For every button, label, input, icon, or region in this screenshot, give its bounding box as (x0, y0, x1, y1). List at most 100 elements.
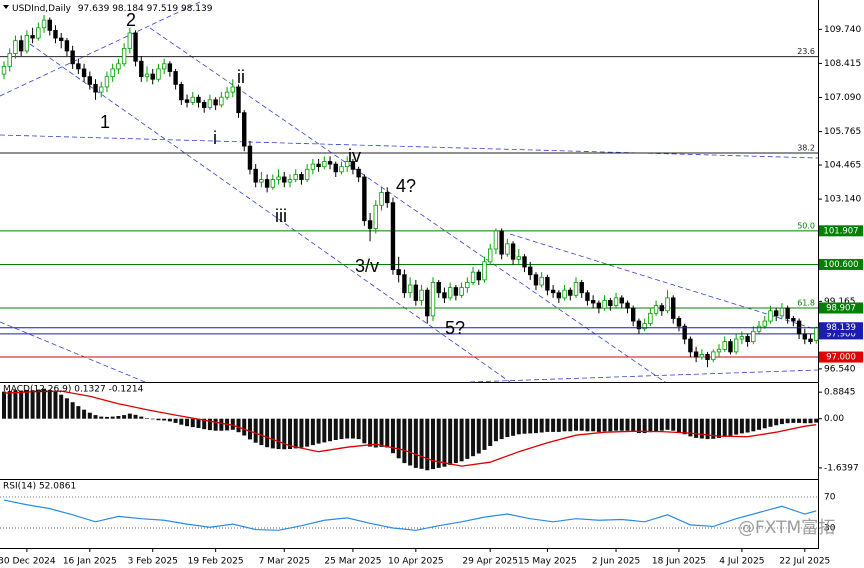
macd-bar (328, 418, 333, 442)
candle-body (59, 37, 64, 42)
macd-bar (385, 418, 390, 448)
candle-body (344, 161, 350, 168)
x-tick-label: 29 Apr 2025 (462, 557, 518, 567)
candle-body (425, 289, 430, 317)
candle-body (671, 297, 676, 319)
candle-body (745, 336, 750, 343)
candle-body (510, 243, 516, 260)
symbol: USDInd,Daily (12, 4, 72, 14)
macd-bar (156, 418, 161, 421)
x-tick-label: 22 Jul 2025 (779, 557, 830, 567)
macd-bar (705, 418, 710, 440)
candle-body (533, 274, 539, 286)
macd-bar (305, 418, 310, 447)
macd-bar (774, 418, 779, 426)
macd-bar (545, 418, 550, 432)
marks: 109.740 108.415 107.090 105.765 104.465 103.1… (0, 14, 863, 567)
candle-body (688, 338, 693, 353)
rsi-tick-label: 30 (824, 523, 836, 533)
macd-bar (642, 418, 647, 434)
candle-body (653, 305, 659, 314)
macd-bar (562, 418, 567, 432)
wave-label: iv (348, 146, 361, 166)
macd-bar (316, 418, 321, 444)
macd-bar (247, 418, 252, 440)
candle-body (676, 318, 682, 327)
macd-bar (333, 418, 338, 440)
rsi-line (3, 499, 817, 531)
macd-bar (282, 418, 287, 450)
macd-bar (36, 389, 41, 419)
candle-body (190, 96, 195, 103)
macd-bar (76, 406, 81, 419)
current-price-label: 98.139 (826, 323, 856, 333)
candle-body (287, 179, 293, 183)
macd-bar (465, 418, 470, 459)
level-label: 50.0 (797, 221, 815, 230)
candle-body (482, 261, 487, 281)
candle-body (699, 354, 705, 358)
candle-body (1, 65, 7, 75)
candle-body (282, 176, 287, 183)
macd-signal (3, 390, 817, 467)
macd-bar (373, 418, 378, 448)
candle-body (310, 163, 316, 170)
macd-bar (676, 418, 681, 433)
candle-body (442, 292, 447, 299)
candle-body (722, 341, 727, 350)
macd-bar (453, 418, 458, 464)
macd-bar (728, 418, 733, 436)
macd-bar (2, 391, 6, 419)
macd-bar (574, 418, 578, 431)
macd-bar (654, 418, 659, 432)
macd-bar (471, 418, 476, 457)
macd-bar (167, 418, 172, 422)
watermark: @FXTM富拓 (738, 518, 835, 538)
candle-body (728, 341, 733, 353)
macd-bar (202, 418, 207, 430)
macd-bar (30, 390, 35, 419)
candle-body (161, 63, 167, 70)
rsi-title: RSI(14) 52.0861 (3, 482, 76, 492)
macd-bar (173, 418, 178, 423)
macd-bar (785, 418, 790, 424)
candle-body (733, 338, 739, 353)
macd-bar (631, 418, 636, 432)
x-tick-label: 10 Apr 2025 (388, 557, 444, 567)
macd-bar (219, 418, 224, 431)
macd-bar (808, 418, 813, 424)
macd-bar (528, 418, 533, 434)
macd-bar (288, 418, 292, 449)
candle-body (613, 297, 619, 307)
macd-bar (19, 390, 24, 419)
candle-body (785, 307, 790, 319)
macd-bar (190, 418, 195, 428)
candle-body (539, 276, 544, 286)
macd-bar (70, 402, 75, 419)
macd-bar (213, 418, 218, 431)
price-box-label: 98.907 (826, 303, 856, 313)
wave-label: 1 (100, 112, 110, 132)
macd-bar (511, 418, 516, 436)
macd-bar (522, 418, 527, 434)
y-tick-label: 107.090 (824, 93, 861, 103)
macd-bar (53, 391, 58, 419)
candle-body (47, 19, 52, 31)
macd-bar (162, 418, 167, 421)
candle-body (173, 71, 178, 85)
candle-body (665, 297, 670, 312)
candle-body (327, 161, 333, 165)
macd-bar (413, 418, 418, 468)
macd-bar (185, 418, 190, 427)
candle-body (201, 101, 207, 108)
macd-bar (659, 418, 664, 431)
candle-body (642, 323, 647, 330)
candle-body (362, 176, 367, 222)
candle-body (385, 192, 390, 204)
price-box (819, 302, 863, 314)
macd-tick-label: -1.6397 (824, 463, 859, 473)
wave-label: i (213, 128, 217, 148)
candle-body (774, 310, 779, 317)
candle-body (419, 289, 424, 301)
candle-body (207, 99, 213, 108)
